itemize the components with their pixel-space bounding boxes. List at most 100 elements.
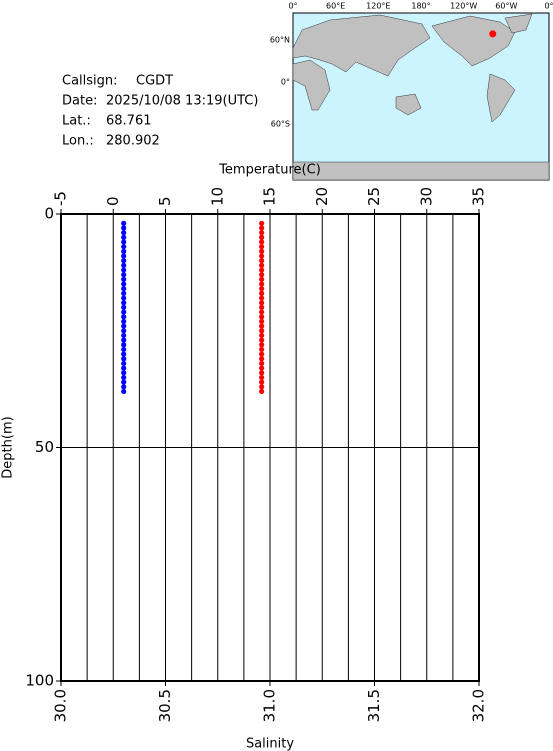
data-point [121, 295, 127, 301]
info-value: 2025/10/08 13:19(UTC) [106, 94, 258, 109]
data-point [259, 234, 265, 240]
data-point [121, 379, 127, 385]
data-point [121, 332, 127, 339]
data-point [121, 239, 127, 245]
data-point [259, 248, 265, 254]
y-tick-label: 100 [25, 672, 54, 690]
data-point [121, 374, 127, 381]
data-point [259, 276, 265, 282]
data-point [259, 258, 265, 264]
data-point [259, 328, 265, 334]
data-point [121, 290, 127, 296]
map-lon-label: 0° [288, 2, 297, 11]
data-point [259, 332, 265, 339]
data-point [121, 360, 127, 367]
x2-tick-label: 35 [470, 187, 488, 206]
data-point [259, 230, 265, 236]
data-point [259, 374, 265, 381]
info-value: 68.761 [106, 114, 152, 129]
map-labels: 0° 60°E 120°E 180° 120°W 60°W 0° 60°N 0° 60°S [270, 2, 553, 129]
data-point [121, 248, 127, 254]
data-point [121, 300, 127, 306]
map-lon-label: 180° [411, 2, 430, 11]
map-lon-label: 120°W [450, 2, 477, 11]
data-point [259, 300, 265, 306]
data-point [121, 244, 127, 250]
data-point [121, 286, 127, 292]
x2-tick-label: 0 [104, 196, 122, 206]
data-point [259, 379, 265, 385]
data-point [259, 356, 265, 362]
info-block: Callsign: CGDT Date: 2025/10/08 13:19(UTC) L… [62, 74, 258, 149]
x2-tick-label: -5 [52, 191, 70, 206]
data-point [121, 365, 127, 371]
map-lon-label: 0° [544, 2, 553, 11]
data-point [259, 384, 265, 390]
data-point [121, 234, 127, 240]
x-tick-label: 31.0 [261, 689, 279, 722]
data-point [259, 370, 265, 376]
info-label: Lat.: [62, 114, 91, 129]
data-point [121, 253, 127, 259]
y-tick-label: 0 [44, 205, 54, 223]
map-lat-label: 60°S [271, 120, 290, 129]
x2-tick-label: 5 [156, 196, 174, 206]
data-point [259, 314, 265, 320]
data-point [121, 356, 127, 362]
data-point [121, 370, 127, 376]
y-axis-title: Depth(m) [1, 416, 16, 478]
data-point [259, 295, 265, 301]
info-label: Date: [62, 94, 97, 109]
data-point [121, 262, 127, 268]
info-label: Lon.: [62, 134, 94, 149]
data-point [259, 253, 265, 259]
y-tick-label: 50 [35, 438, 54, 456]
x2-axis-title: Temperature(C) [218, 163, 321, 178]
x2-tick-label: 10 [208, 187, 226, 206]
data-point [259, 272, 265, 278]
data-point [121, 267, 127, 273]
x2-tick-label: 15 [261, 187, 279, 206]
data-point [259, 281, 265, 287]
data-point [121, 281, 127, 287]
x-tick-label: 30.5 [156, 689, 174, 722]
map-lon-label: 120°E [366, 2, 390, 11]
data-point [259, 286, 265, 292]
data-point [259, 388, 265, 395]
data-point [259, 342, 265, 348]
data-point [121, 230, 127, 236]
x-tick-label: 31.5 [365, 689, 383, 722]
data-point [259, 346, 265, 353]
data-point [121, 314, 127, 320]
data-point [121, 220, 127, 226]
map-lon-label: 60°E [326, 2, 345, 11]
data-point [121, 276, 127, 282]
info-value: CGDT [136, 74, 173, 89]
data-point [121, 342, 127, 348]
data-point [259, 267, 265, 273]
x2-tick-label: 20 [313, 187, 331, 206]
data-point [259, 309, 265, 315]
data-point [121, 346, 127, 353]
x-tick-label: 32.0 [470, 689, 488, 722]
x2-tick-label: 30 [417, 187, 435, 206]
data-point [121, 328, 127, 334]
info-label: Callsign: [62, 74, 118, 89]
map-lon-label: 60°W [495, 2, 517, 11]
data-point [259, 365, 265, 371]
map-land [292, 13, 550, 181]
x-tick-label: 30.0 [52, 689, 70, 722]
data-point [259, 351, 265, 357]
data-point [121, 323, 127, 329]
data-point [121, 388, 127, 395]
data-point [259, 360, 265, 367]
data-point [121, 337, 127, 343]
data-point [121, 318, 127, 325]
map-lat-label: 60°N [270, 36, 290, 45]
data-point [121, 258, 127, 264]
x-axis-title: Salinity [246, 737, 294, 751]
data-point [259, 337, 265, 343]
data-point [259, 244, 265, 250]
